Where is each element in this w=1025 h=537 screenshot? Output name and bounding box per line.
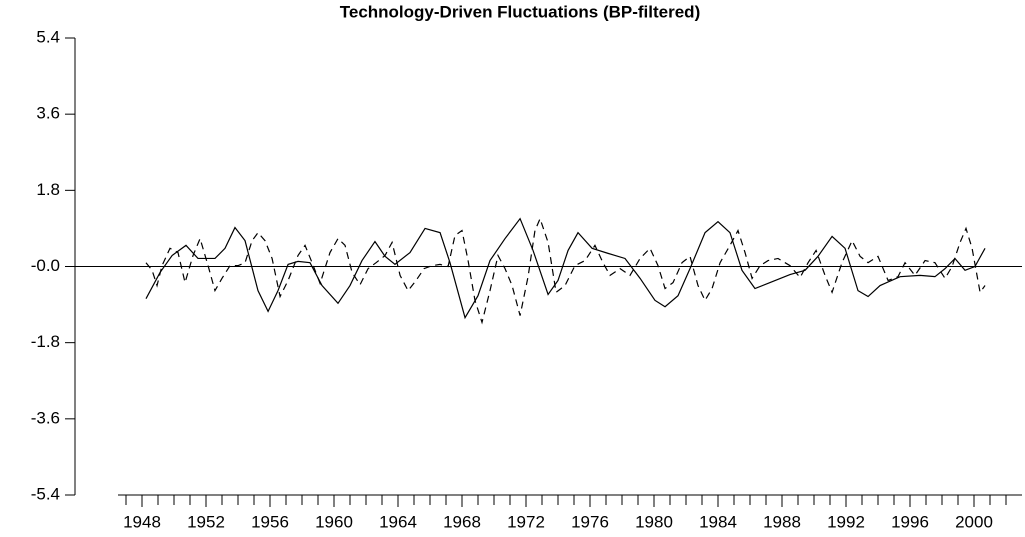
y-tick-label: -3.6: [31, 408, 60, 427]
x-tick-label: 1984: [699, 512, 737, 531]
x-tick-label: 1972: [507, 512, 545, 531]
x-tick-label: 1976: [571, 512, 609, 531]
chart-title: Technology-Driven Fluctuations (BP-filte…: [340, 2, 700, 21]
y-tick-label: -0.0: [31, 256, 60, 275]
y-tick-label: 1.8: [36, 180, 60, 199]
x-tick-label: 1996: [891, 512, 929, 531]
x-tick-label: 2000: [955, 512, 993, 531]
y-tick-label: -1.8: [31, 332, 60, 351]
series-line: [145, 217, 986, 320]
x-tick-label: 1968: [443, 512, 481, 531]
x-tick-label: 1964: [379, 512, 417, 531]
x-tick-label: 1992: [827, 512, 865, 531]
x-tick-label: 1988: [763, 512, 801, 531]
series-line: [145, 217, 986, 325]
x-tick-label: 1956: [251, 512, 289, 531]
x-tick-label: 1960: [315, 512, 353, 531]
y-tick-label: -5.4: [31, 484, 60, 503]
y-tick-label: 5.4: [36, 27, 60, 46]
x-tick-label: 1980: [635, 512, 673, 531]
x-tick-label: 1952: [187, 512, 225, 531]
x-tick-label: 1948: [123, 512, 161, 531]
y-tick-label: 3.6: [36, 104, 60, 123]
